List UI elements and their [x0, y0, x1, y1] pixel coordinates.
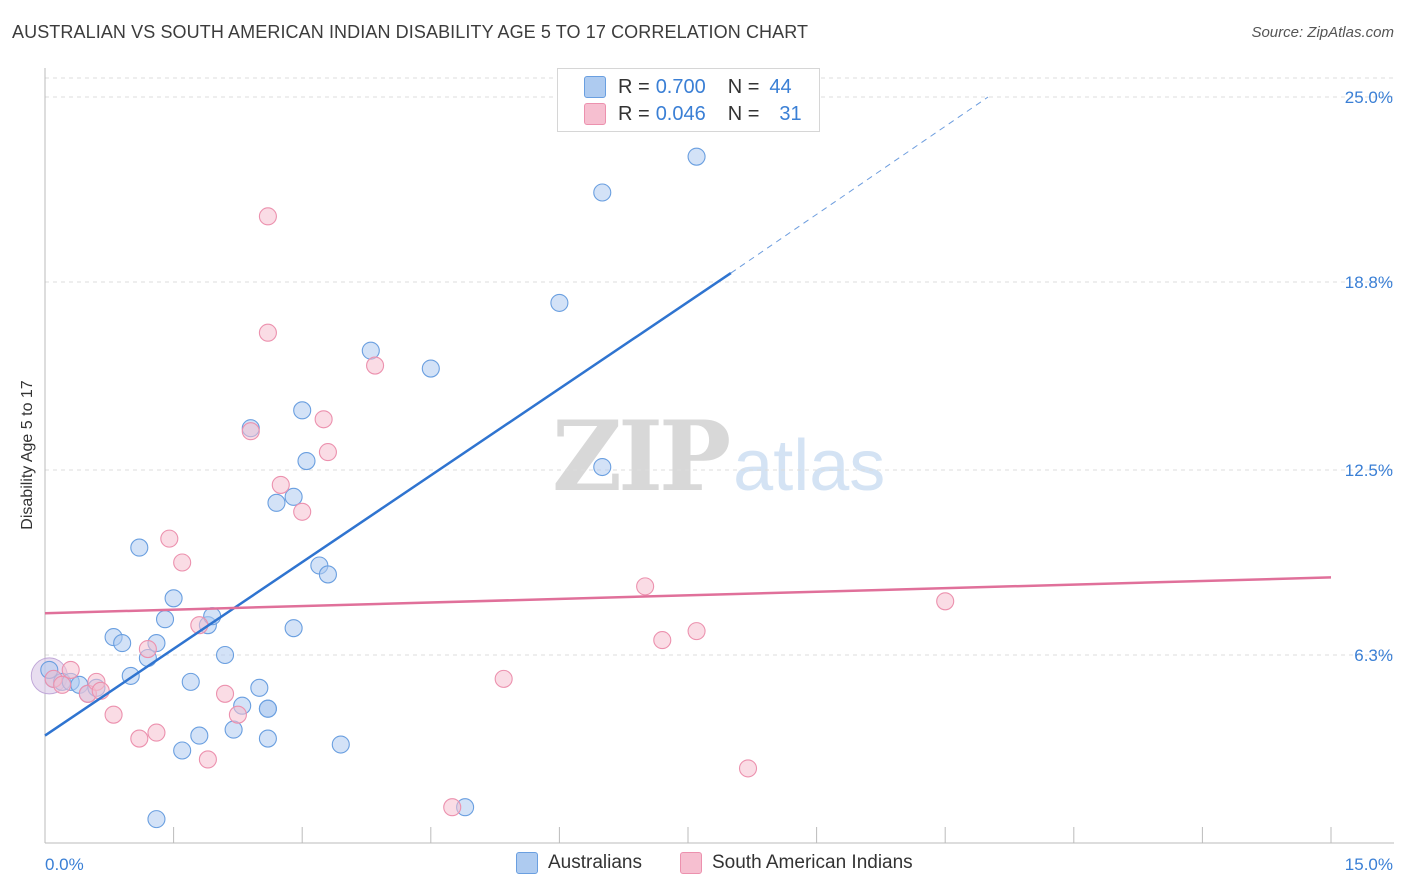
australians-point [593, 457, 612, 477]
australians-point [215, 645, 235, 665]
australians-point [318, 565, 337, 584]
legend-n-value: 31 [779, 102, 802, 125]
south-american-indians-point [443, 798, 462, 817]
south-american-indians-point [241, 422, 260, 441]
australians-point [155, 610, 175, 629]
legend-item-south-american-indians: South American Indians [680, 852, 913, 874]
legend-swatch-australians [584, 76, 606, 98]
x-tick-label-min: 0.0% [45, 855, 84, 874]
south-american-indians-point [147, 723, 166, 742]
legend-n-label: N = [727, 102, 760, 125]
legend-n-label: N = [727, 75, 760, 98]
legend-swatch-australians [516, 852, 538, 874]
south-american-indians-point [138, 639, 157, 659]
watermark: ZIPatlas [552, 400, 885, 513]
south-american-indians-point [366, 356, 385, 375]
australians-point [130, 538, 149, 557]
source-credit: Source: ZipAtlas.com [1251, 24, 1394, 41]
legend-row-south-american-indians: R = 0.046 N = 31 [584, 101, 802, 127]
legend-label-australians: Australians [548, 852, 642, 873]
watermark-zip: ZIP [552, 400, 731, 513]
south-american-indians-point [198, 750, 217, 769]
australians-point [147, 810, 166, 829]
australians-point [550, 293, 569, 312]
south-american-indians-point [215, 684, 235, 703]
australians-point [284, 619, 303, 638]
australians-point [267, 493, 286, 512]
y-tick-label: 12.5% [1345, 461, 1393, 480]
south-american-indians-point [104, 705, 123, 724]
australians-trendline [44, 272, 732, 737]
australians-point [284, 487, 303, 506]
series-legend: Australians South American Indians [0, 852, 1406, 878]
australians-point [113, 634, 132, 653]
south-american-indians-point [258, 207, 277, 226]
legend-r-value: 0.046 [655, 102, 706, 125]
south-american-indians-point [228, 705, 247, 724]
legend-r-value: 0.700 [655, 75, 706, 98]
legend-n-value: 44 [769, 75, 792, 98]
legend-r-label: R = [618, 102, 650, 125]
australians-point [164, 589, 183, 608]
y-tick-label: 18.8% [1345, 273, 1393, 292]
x-tick-label-max: 15.0% [1345, 855, 1393, 874]
australians-point [687, 147, 706, 166]
chart-title: AUSTRALIAN VS SOUTH AMERICAN INDIAN DISA… [12, 22, 809, 42]
watermark-atlas: atlas [733, 426, 886, 506]
south-american-indians-point [130, 729, 149, 748]
australians-point [173, 741, 192, 760]
south-american-indians-point [318, 443, 337, 462]
australians-point [421, 359, 440, 378]
south-american-indians-point [61, 660, 80, 679]
south-american-indians-point [258, 323, 277, 342]
australians-point [593, 183, 612, 202]
australians-point [331, 735, 350, 754]
australians-point [258, 729, 277, 748]
south-american-indians-point [653, 631, 672, 650]
south-american-indians-point [738, 759, 758, 778]
australians-point [181, 672, 200, 691]
south-american-indians-point [271, 475, 290, 494]
y-tick-label: 6.3% [1354, 646, 1393, 665]
south-american-indians-point [687, 622, 706, 641]
south-american-indians-point [494, 669, 513, 688]
legend-label-south-american-indians: South American Indians [712, 852, 913, 873]
stats-legend: R = 0.700 N = 44 R = 0.046 N = 31 [557, 68, 820, 132]
legend-r-label: R = [618, 75, 650, 98]
south-american-indians-point [53, 675, 72, 694]
south-american-indians-point [160, 529, 179, 548]
south-american-indians-trendline [44, 576, 1332, 615]
australians-point [258, 699, 277, 718]
legend-swatch-south-american-indians [680, 852, 702, 874]
south-american-indians-point [314, 410, 333, 429]
australians-point [224, 720, 243, 739]
australians-point [361, 341, 380, 360]
south-american-indians-point [293, 502, 312, 521]
legend-swatch-south-american-indians [584, 103, 606, 125]
y-tick-label: 25.0% [1345, 88, 1393, 107]
legend-item-australians: Australians [516, 852, 642, 874]
australians-point [297, 451, 316, 471]
australians-point [250, 678, 269, 697]
australians-point [293, 401, 312, 420]
australians-point [190, 726, 209, 745]
legend-row-australians: R = 0.700 N = 44 [584, 74, 792, 100]
australians-trendline-extension [730, 96, 989, 274]
south-american-indians-point [173, 553, 192, 572]
south-american-indians-point [936, 592, 955, 611]
south-american-indians-point [636, 577, 655, 596]
